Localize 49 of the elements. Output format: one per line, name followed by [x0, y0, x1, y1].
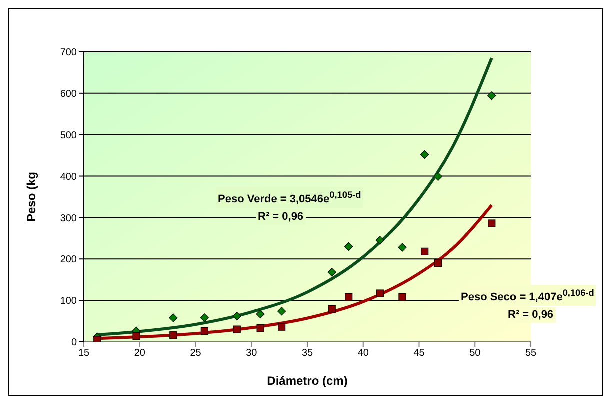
x-tick-label: 35: [302, 348, 314, 360]
point: [278, 323, 286, 331]
annotation: Peso Seco = 1,407e$^{0,106-d}$: [459, 285, 596, 306]
point: [376, 290, 384, 298]
y-tick-label: 0: [71, 338, 78, 349]
y-tick-label: 100: [60, 296, 78, 308]
point: [376, 236, 384, 245]
y-tick-label: 700: [60, 48, 78, 59]
y-tick-label: 600: [60, 88, 78, 100]
point: [170, 332, 178, 340]
point: [169, 314, 178, 322]
point: [232, 312, 242, 321]
y-tick-label: 200: [60, 254, 78, 266]
annotation: R² = 0,96: [256, 209, 306, 225]
annotation: Peso Verde = 3,0546e$^{0,105-d}$: [216, 187, 364, 208]
x-tick-label: 50: [470, 348, 482, 360]
point: [488, 220, 496, 228]
point: [434, 172, 443, 181]
point: [256, 310, 265, 319]
point: [488, 92, 496, 100]
x-tick-label: 30: [246, 348, 258, 360]
point: [328, 305, 336, 314]
point: [278, 307, 286, 316]
point: [328, 268, 336, 277]
y-tick-label: 500: [60, 130, 78, 142]
x-tick-label: 45: [414, 348, 426, 360]
point: [421, 248, 429, 256]
point: [398, 243, 407, 252]
y-tick-label: 300: [60, 213, 78, 224]
x-tick-label: 40: [358, 348, 370, 360]
point: [398, 293, 406, 302]
x-axis-title: Diámetro (cm): [267, 374, 348, 388]
point: [420, 150, 430, 160]
annotation: R² = 0,96: [506, 307, 556, 323]
x-tick-label: 15: [78, 348, 90, 360]
point: [434, 259, 442, 268]
y-tick-label: 400: [60, 172, 78, 183]
point: [344, 242, 354, 252]
point: [94, 336, 102, 342]
x-tick-label: 55: [525, 348, 537, 360]
point: [200, 327, 208, 336]
point: [345, 293, 353, 302]
y-axis-title: Peso (kg: [24, 172, 38, 222]
point: [256, 324, 264, 332]
point: [132, 332, 140, 340]
point: [200, 314, 209, 322]
x-tick-label: 25: [190, 348, 202, 360]
point: [233, 326, 241, 334]
x-tick-label: 20: [134, 348, 146, 360]
